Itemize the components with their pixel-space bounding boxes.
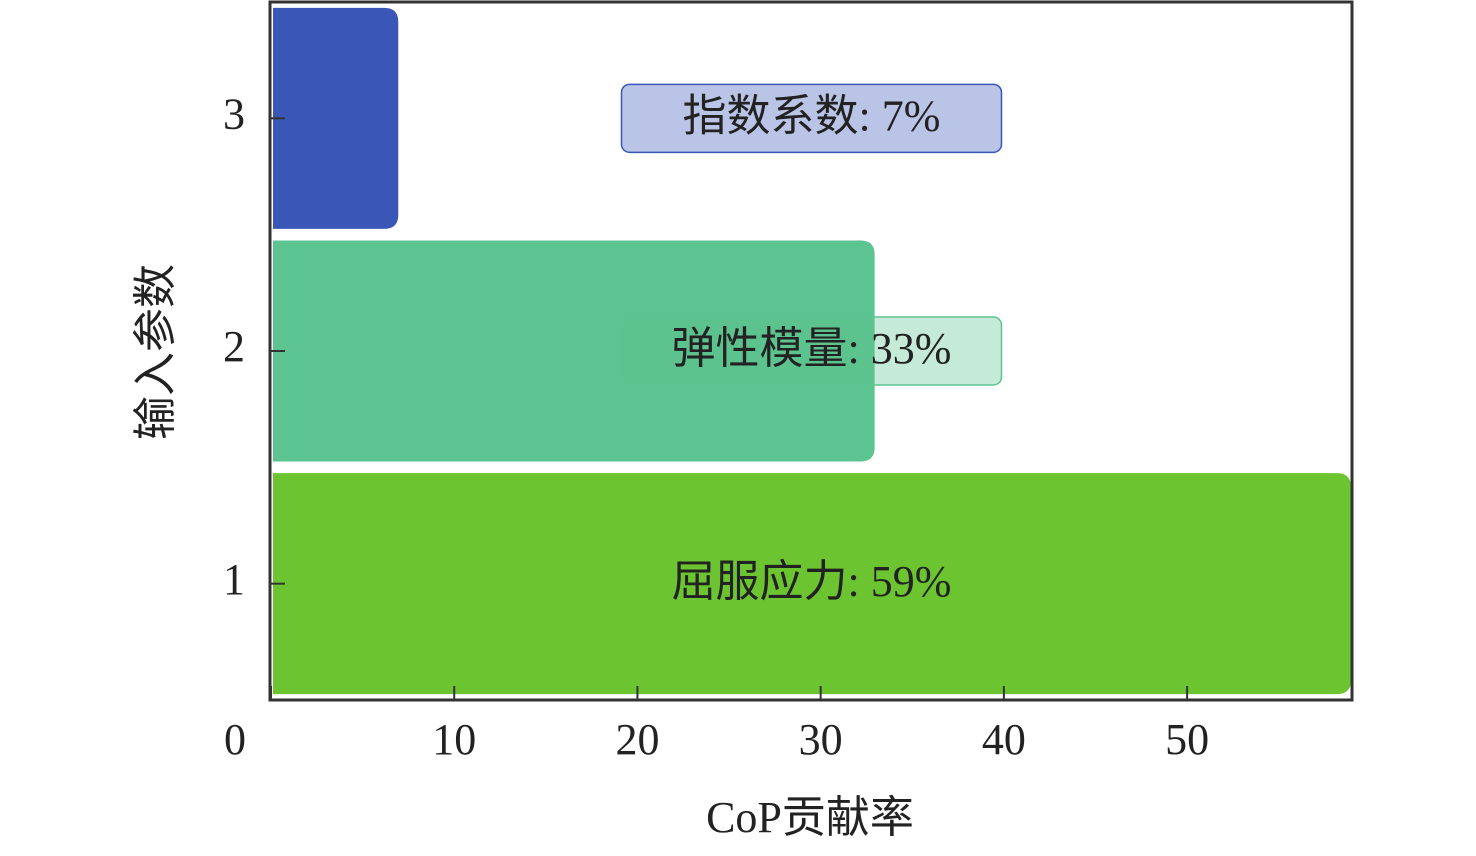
y-tick-label: 1 [223, 555, 245, 604]
y-tick-label: 2 [223, 322, 245, 371]
x-tick-label: 20 [615, 715, 659, 764]
bar [273, 473, 1351, 695]
y-tick-label: 3 [223, 89, 245, 138]
plot-frame [268, 0, 1354, 702]
x-tick-label: 10 [432, 715, 476, 764]
x-tick-label: 50 [1165, 715, 1209, 764]
x-tick-label: 0 [224, 715, 246, 764]
x-tick-label: 30 [799, 715, 843, 764]
label-box [620, 83, 1003, 154]
label-box [620, 316, 1003, 386]
bar [273, 7, 399, 229]
value-label: 弹性模量: 33% [672, 324, 952, 373]
x-axis-label: CoP贡献率 [706, 793, 914, 842]
value-label: 屈服应力: 59% [672, 557, 952, 606]
x-tick-label: 40 [982, 715, 1026, 764]
y-axis-label: 输入参数 [131, 264, 180, 440]
label-box [620, 548, 1003, 619]
bar [273, 240, 875, 462]
value-label: 指数系数: 7% [683, 91, 941, 140]
